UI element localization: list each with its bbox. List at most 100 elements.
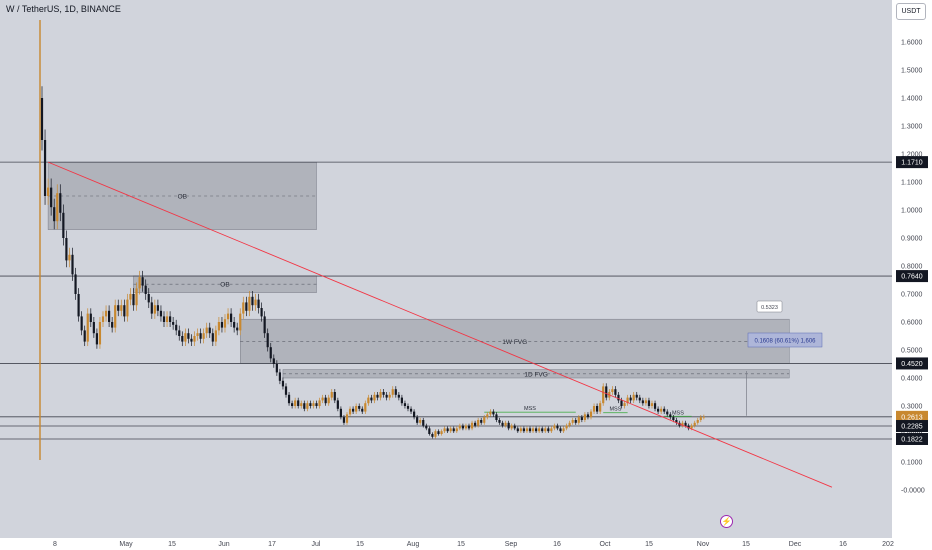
price-label-text: 0.1822 (901, 436, 923, 443)
candle-body (318, 400, 321, 406)
candle-body (68, 254, 71, 261)
candle-body (129, 294, 132, 300)
y-tick-label: 1.2000 (901, 152, 923, 159)
price-label-bg (896, 156, 928, 169)
candle-body (211, 333, 214, 342)
candle-body (373, 394, 376, 401)
x-tick-label: Dec (789, 541, 802, 548)
y-tick-label: 0.7000 (901, 292, 923, 299)
candle-body (504, 422, 507, 426)
candle-body (589, 411, 593, 418)
candle-body (120, 305, 123, 311)
x-tick-label: May (119, 541, 133, 548)
x-tick-label: 202 (882, 541, 894, 548)
zone-label: 1D FVG (524, 371, 547, 378)
candle-body (559, 428, 562, 432)
candle-body (434, 431, 437, 437)
candle-body (467, 425, 471, 429)
candle-body (367, 397, 370, 404)
candle-body (531, 428, 535, 432)
candle-body (577, 417, 580, 423)
lightning-icon[interactable]: ⚡ (720, 515, 733, 528)
candle-body (132, 294, 135, 306)
candle-body (254, 299, 257, 306)
candle-body (516, 428, 519, 432)
candle-body (147, 294, 150, 303)
y-tick-label: 0.5000 (901, 348, 923, 355)
x-tick-label: 16 (839, 541, 847, 548)
candle-body (394, 389, 397, 395)
x-tick-label: 15 (645, 541, 653, 548)
candle-body (547, 428, 550, 432)
candle-body (541, 428, 544, 432)
candle-body (364, 403, 367, 412)
candle-body (123, 305, 126, 317)
candle-body (309, 403, 312, 406)
candle-body (599, 403, 602, 412)
candle-body (333, 392, 336, 401)
candle-body (617, 394, 620, 401)
candle-body (50, 187, 53, 208)
candle-body (312, 403, 315, 406)
candle-body (135, 288, 138, 306)
candle-body (446, 428, 449, 432)
candle-body (669, 414, 672, 418)
candle-body (162, 316, 166, 322)
candle-body (400, 397, 403, 404)
candle-body (278, 372, 281, 381)
price-label-bg (896, 270, 928, 283)
candle-body (666, 411, 669, 415)
candle-body (233, 322, 236, 328)
measure-box (747, 332, 823, 348)
candle-body (382, 392, 385, 395)
mss-label: MSS (672, 410, 684, 416)
mss-label: MSS (524, 406, 536, 412)
candle-body (409, 408, 413, 412)
candle-body (474, 422, 477, 426)
currency-button[interactable]: USDT (896, 3, 926, 20)
x-tick-label: Jun (218, 541, 229, 548)
y-tick-label: 1.0000 (901, 208, 923, 215)
candle-body (638, 397, 641, 401)
price-label-bg (896, 357, 928, 370)
price-label-text: 1.1710 (901, 160, 923, 167)
candle-body (65, 238, 68, 261)
price-label-text: 0.4520 (901, 361, 923, 368)
candle-body (501, 422, 504, 426)
candle-body (361, 408, 364, 412)
candle-body (297, 400, 300, 406)
candle-body (187, 333, 190, 339)
price-label: 0.4520 (896, 357, 928, 370)
candle-body (159, 310, 163, 317)
x-tick-label: Oct (600, 541, 611, 548)
candle-body (281, 380, 285, 387)
candle-body (406, 406, 410, 409)
x-tick-label: 15 (356, 541, 364, 548)
candle-body (583, 414, 586, 420)
candle-body (699, 417, 702, 420)
candle-body (696, 420, 699, 423)
candle-body (419, 420, 422, 423)
candle-body (690, 425, 693, 429)
candle-body (245, 302, 248, 311)
candle-body (321, 397, 324, 401)
candle-body (647, 400, 651, 406)
candle-body (208, 327, 211, 334)
candle-body (111, 322, 114, 328)
y-tick-label: 0.9000 (901, 236, 923, 243)
candle-body (480, 420, 483, 423)
candle-body (291, 403, 294, 406)
candle-body (169, 316, 172, 322)
candle-body (492, 411, 495, 415)
candle-body (693, 422, 696, 426)
candle-body (199, 333, 202, 339)
candle-body (294, 400, 297, 406)
time-axis-panel (0, 538, 892, 550)
candle-body (379, 392, 382, 398)
candle-body (477, 420, 480, 426)
price-label: 1.1710 (896, 156, 928, 169)
target-callout (756, 300, 783, 313)
y-tick-label: 1.6000 (901, 40, 923, 47)
candle-body (611, 389, 614, 392)
